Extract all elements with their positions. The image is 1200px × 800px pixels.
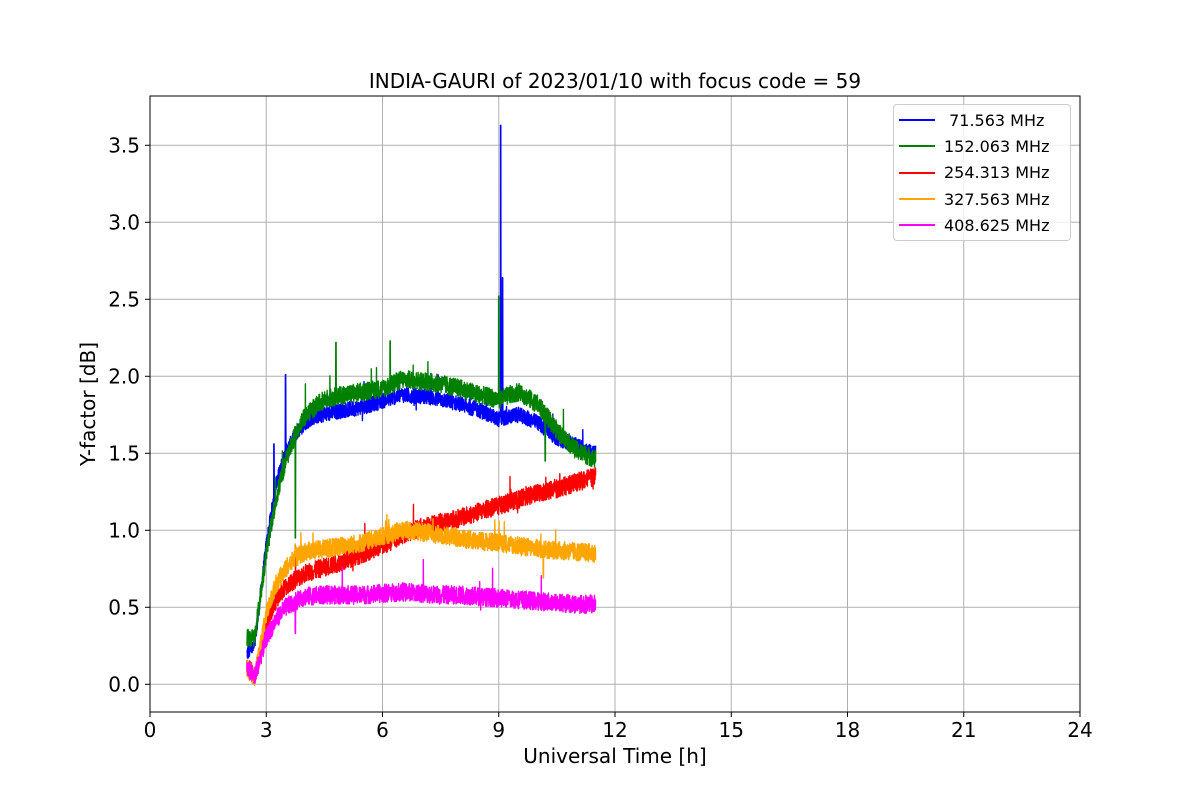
y-tick-label: 0.0 — [108, 672, 140, 696]
legend-swatch-green — [899, 145, 935, 147]
legend-item: 408.625 MHz — [894, 212, 1070, 238]
x-tick-label: 9 — [492, 718, 505, 742]
x-tick-label: 6 — [376, 718, 389, 742]
y-tick-label: 2.5 — [108, 287, 140, 311]
legend-item: 327.563 MHz — [894, 186, 1070, 212]
legend-swatch-blue — [899, 119, 935, 121]
legend-label: 408.625 MHz — [944, 216, 1049, 235]
legend-label: 152.063 MHz — [944, 137, 1049, 156]
y-tick-label: 2.0 — [108, 364, 140, 388]
x-tick-label: 18 — [835, 718, 860, 742]
y-tick-label: 1.5 — [108, 441, 140, 465]
legend-swatch-red — [899, 172, 935, 174]
x-axis-ticks: 0 3 6 9 12 15 18 21 24 — [144, 712, 1093, 742]
x-tick-label: 24 — [1067, 718, 1092, 742]
legend-label: 327.563 MHz — [944, 190, 1049, 209]
y-axis-ticks: 0.0 0.5 1.0 1.5 2.0 2.5 3.0 3.5 — [108, 133, 150, 696]
series-lines — [247, 125, 596, 685]
x-tick-label: 15 — [719, 718, 744, 742]
y-tick-label: 3.0 — [108, 210, 140, 234]
y-tick-label: 1.0 — [108, 518, 140, 542]
x-tick-label: 12 — [602, 718, 627, 742]
legend-swatch-orange — [899, 198, 935, 200]
chart-title: INDIA-GAURI of 2023/01/10 with focus cod… — [369, 69, 861, 93]
y-tick-label: 0.5 — [108, 595, 140, 619]
y-tick-label: 3.5 — [108, 133, 140, 157]
legend-item: 152.063 MHz — [894, 133, 1070, 159]
x-tick-label: 3 — [260, 718, 273, 742]
legend-item: 254.313 MHz — [894, 160, 1070, 186]
legend-item: 71.563 MHz — [894, 107, 1070, 133]
x-tick-label: 21 — [951, 718, 976, 742]
legend: 71.563 MHz 152.063 MHz 254.313 MHz 327.5… — [893, 104, 1071, 241]
x-tick-label: 0 — [144, 718, 157, 742]
legend-swatch-magenta — [899, 224, 935, 226]
legend-label: 71.563 MHz — [944, 111, 1044, 130]
y-axis-label: Y-factor [dB] — [76, 342, 100, 467]
x-axis-label: Universal Time [h] — [523, 744, 706, 768]
legend-label: 254.313 MHz — [944, 163, 1049, 182]
